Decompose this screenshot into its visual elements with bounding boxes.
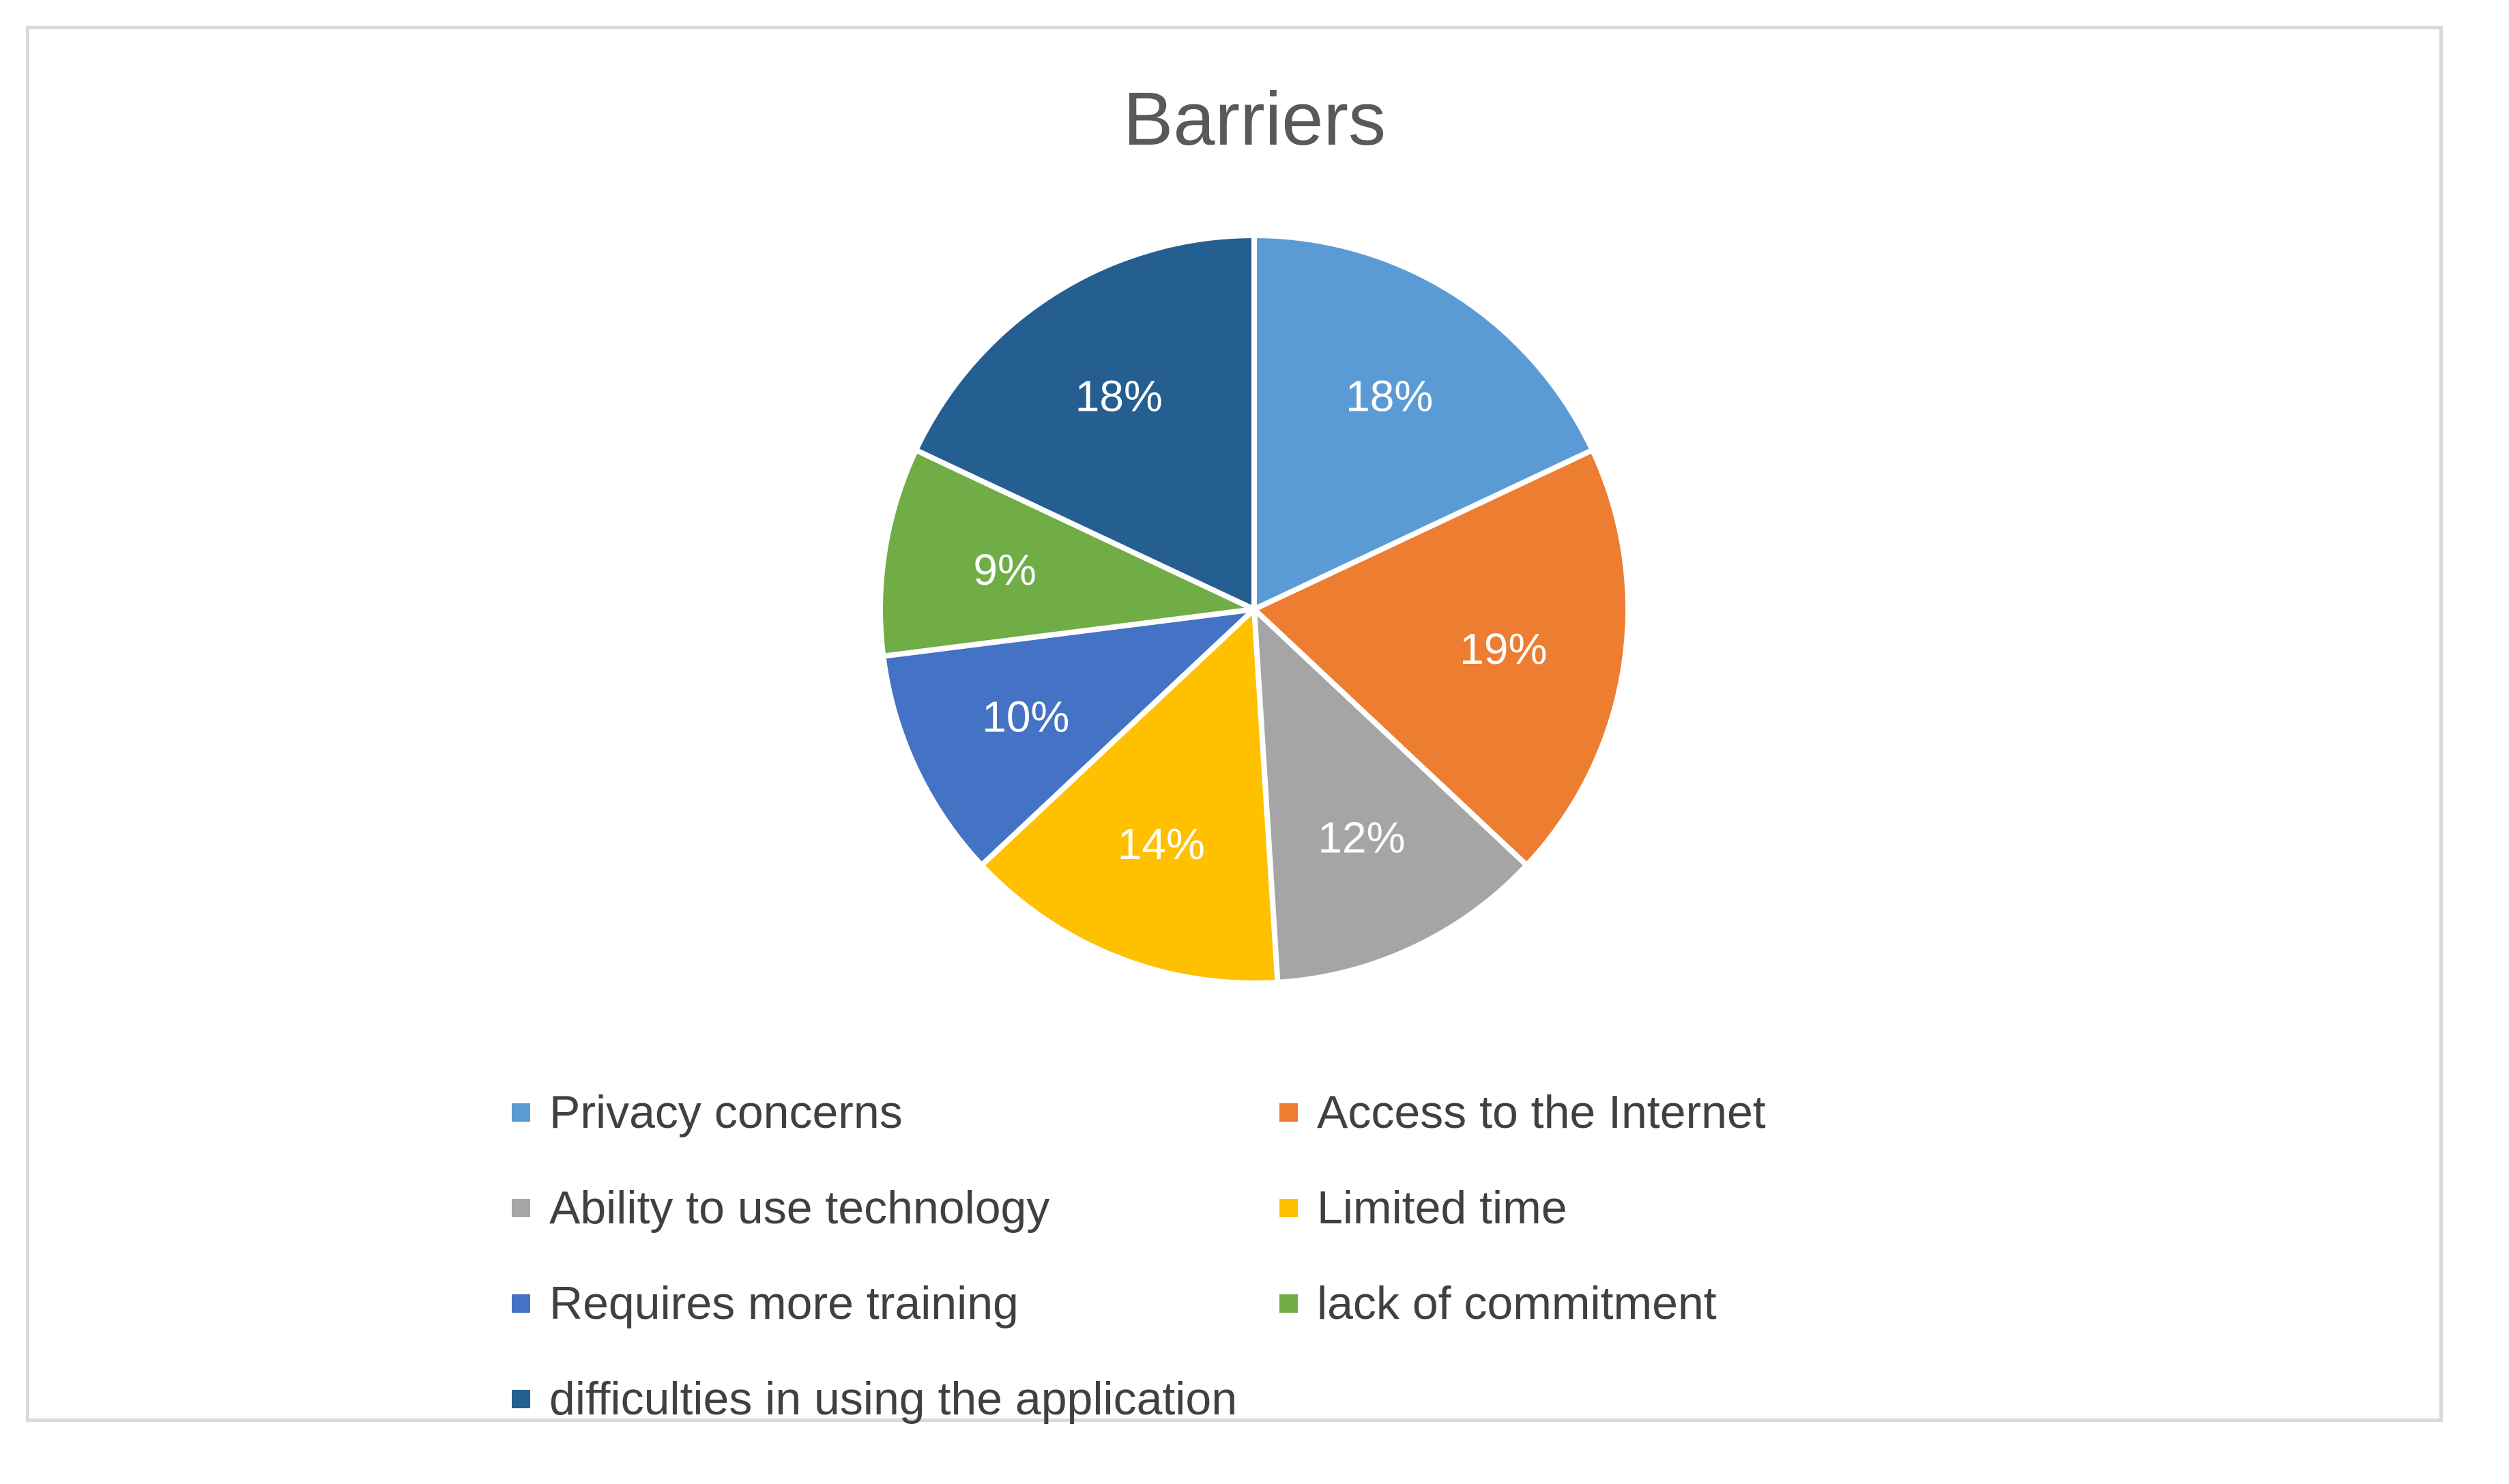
data-label-6: 9% bbox=[973, 545, 1036, 594]
data-label-1: 18% bbox=[1346, 372, 1433, 421]
legend-swatch bbox=[1279, 1103, 1298, 1122]
data-label-7: 18% bbox=[1075, 372, 1163, 421]
pie-slice-1 bbox=[1251, 233, 1595, 612]
legend-swatch bbox=[512, 1103, 530, 1122]
legend-item-4: Limited time bbox=[1279, 1160, 1876, 1255]
pie-slice-5 bbox=[880, 607, 1257, 869]
legend-label: Access to the Internet bbox=[1317, 1086, 1766, 1138]
pie-slice-7 bbox=[913, 233, 1257, 612]
pie-slice-6 bbox=[878, 447, 1257, 659]
legend-item-5: Requires more training bbox=[512, 1255, 1279, 1351]
chart-title: Barriers bbox=[1122, 77, 1387, 161]
legend-label: difficulties in using the application bbox=[549, 1373, 1238, 1425]
data-label-2: 19% bbox=[1460, 624, 1547, 673]
pie-slice-4 bbox=[978, 607, 1281, 986]
legend-label: lack of commitment bbox=[1317, 1277, 1717, 1329]
data-label-4: 14% bbox=[1118, 819, 1205, 869]
legend-swatch bbox=[512, 1294, 530, 1313]
pie-slice-2 bbox=[1251, 447, 1631, 869]
pie-slice-3 bbox=[1251, 607, 1530, 985]
legend-swatch bbox=[512, 1389, 530, 1408]
data-label-5: 10% bbox=[982, 692, 1069, 741]
legend-label: Privacy concerns bbox=[549, 1086, 903, 1138]
legend-label: Limited time bbox=[1317, 1182, 1567, 1234]
legend-item-6: lack of commitment bbox=[1279, 1255, 1876, 1351]
legend-swatch bbox=[512, 1198, 530, 1217]
data-label-3: 12% bbox=[1318, 813, 1405, 862]
legend-item-3: Ability to use technology bbox=[512, 1160, 1279, 1255]
legend-item-7: difficulties in using the application bbox=[512, 1351, 1279, 1446]
legend-item-1: Privacy concerns bbox=[512, 1064, 1279, 1160]
legend-label: Ability to use technology bbox=[549, 1182, 1050, 1234]
legend-swatch bbox=[1279, 1198, 1298, 1217]
legend-label: Requires more training bbox=[549, 1277, 1019, 1329]
legend-item-2: Access to the Internet bbox=[1279, 1064, 1876, 1160]
legend-swatch bbox=[1279, 1294, 1298, 1313]
chart-legend: Privacy concerns Access to the Internet Ab… bbox=[512, 1064, 1876, 1446]
